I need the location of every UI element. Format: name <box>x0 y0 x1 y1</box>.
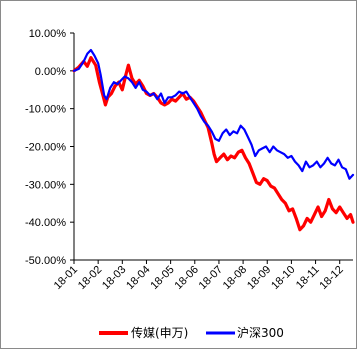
x-tick-label: 18-01 <box>52 264 80 292</box>
x-tick-label: 18-04 <box>124 264 152 292</box>
y-tick-label: 10.00% <box>29 28 67 40</box>
x-axis-tick-labels: 18-0118-0218-0318-0418-0518-0618-0718-08… <box>52 264 346 292</box>
x-tick-label: 18-02 <box>76 264 104 292</box>
x-tick-label: 18-08 <box>221 264 249 292</box>
y-tick-label: -40.00% <box>25 217 66 229</box>
plot-area <box>72 48 355 232</box>
x-tick-label: 18-06 <box>173 264 201 292</box>
x-tick-label: 18-09 <box>245 264 273 292</box>
x-tick-label: 18-07 <box>197 264 225 292</box>
y-tick-label: -30.00% <box>25 179 66 191</box>
legend: 传媒(申万) 沪深300 <box>99 325 284 340</box>
x-tick-label: 18-12 <box>317 264 345 292</box>
y-tick-label: 0.00% <box>35 66 66 78</box>
series-line-media <box>72 55 355 232</box>
y-tick-label: -50.00% <box>25 255 66 267</box>
series-line-hs300 <box>72 48 355 180</box>
x-tick-label: 18-03 <box>100 264 128 292</box>
y-tick-label: -10.00% <box>25 104 66 116</box>
x-tick-label: 18-05 <box>148 264 176 292</box>
legend-label: 传媒(申万) <box>131 325 188 340</box>
y-tick-label: -20.00% <box>25 142 66 154</box>
x-tick-label: 18-11 <box>294 264 322 292</box>
x-tick-label: 18-10 <box>269 264 297 292</box>
y-axis-tick-labels: 10.00% 0.00% -10.00% -20.00% -30.00% -40.00% -… <box>25 28 66 267</box>
legend-label: 沪深300 <box>237 326 284 340</box>
